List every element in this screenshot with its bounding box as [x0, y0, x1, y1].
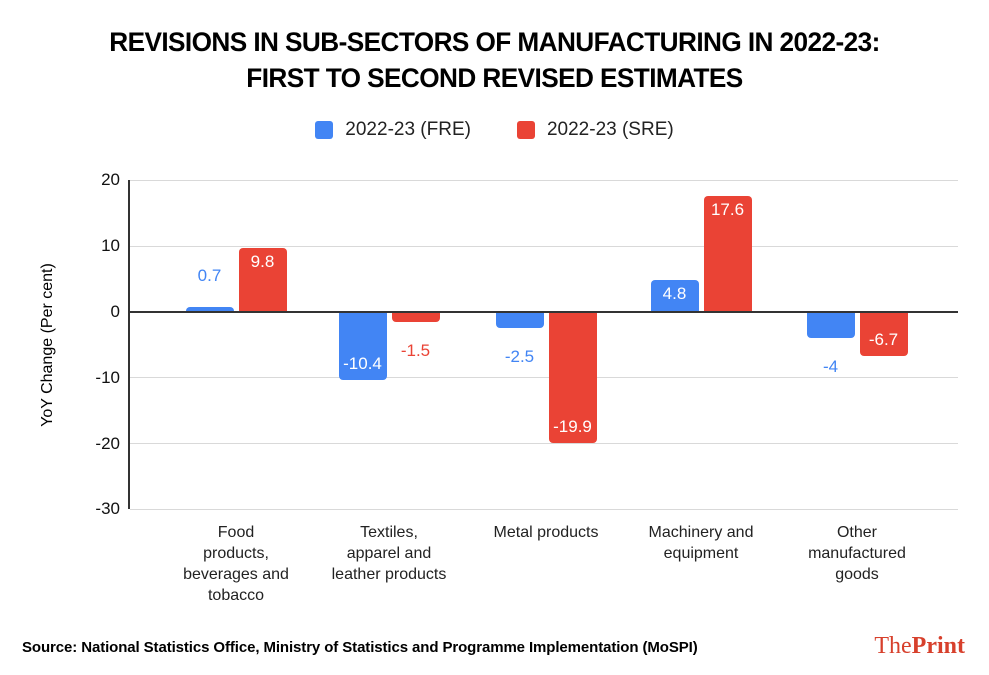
- gridline-20: [130, 179, 958, 181]
- zero-baseline: [130, 311, 958, 313]
- bar-fre-cat2: [495, 312, 544, 329]
- bar-label-sre-cat2: -19.9: [553, 416, 592, 436]
- gridline--20: [130, 443, 958, 445]
- x-axis-label-cat0: Food products, beverages and tobacco: [183, 524, 289, 605]
- bar-label-sre-cat0: 9.8: [250, 251, 275, 271]
- bar-label-fre-cat3: 4.8: [662, 284, 687, 304]
- legend-label-fre: 2022-23 (FRE): [345, 119, 471, 140]
- bar-fre-cat1: [338, 312, 387, 381]
- gridline--10: [130, 377, 958, 379]
- bar-sre-cat2: [548, 312, 597, 443]
- y-axis-tick--30: -30: [95, 499, 120, 519]
- bar-label-sre-cat4: -6.7: [868, 330, 899, 350]
- theprint-logo-print: Print: [911, 633, 965, 659]
- legend-swatch-fre: [315, 121, 334, 139]
- y-axis-tick--10: -10: [95, 367, 120, 387]
- y-axis-tick-10: 10: [101, 236, 120, 256]
- legend-swatch-sre: [516, 121, 535, 139]
- bar-label-sre-cat3: 17.6: [710, 200, 745, 220]
- chart-title-line1: REVISIONS IN SUB-SECTORS OF MANUFACTURIN…: [109, 27, 880, 57]
- x-axis-label-cat2: Metal products: [493, 524, 599, 542]
- bar-sre-cat3: [703, 196, 752, 312]
- y-axis-line: [128, 180, 130, 510]
- bar-label-fre-cat0: 0.7: [197, 266, 222, 286]
- source-note: Source: National Statistics Office, Mini…: [22, 639, 698, 656]
- bar-fre-cat3: [650, 280, 699, 312]
- y-axis-tick-0: 0: [110, 302, 120, 321]
- chart-title-line2: FIRST TO SECOND REVISED ESTIMATES: [246, 63, 743, 93]
- bar-label-fre-cat2: -2.5: [504, 347, 535, 367]
- legend-item-fre: 2022-23 (FRE): [315, 119, 471, 141]
- theprint-logo: ThePrint: [874, 633, 965, 660]
- theprint-logo-the: The: [874, 633, 912, 659]
- bar-sre-cat0: [238, 247, 287, 312]
- y-axis-tick-20: 20: [101, 170, 120, 190]
- legend-label-sre: 2022-23 (SRE): [546, 119, 674, 140]
- gridline--30: [130, 508, 958, 510]
- x-axis-label-cat3: Machinery and equipment: [648, 524, 754, 563]
- gridline-10: [130, 245, 958, 247]
- footer: Source: National Statistics Office, Mini…: [0, 633, 989, 665]
- x-axis-label-cat1: Textiles, apparel and leather products: [331, 524, 447, 584]
- bar-sre-cat4: [859, 312, 908, 357]
- bar-label-fre-cat4: -4: [822, 357, 839, 377]
- bar-fre-cat4: [806, 312, 855, 339]
- chart-title: REVISIONS IN SUB-SECTORS OF MANUFACTURIN…: [0, 24, 989, 96]
- bar-label-sre-cat1: -1.5: [400, 340, 431, 360]
- x-axis-label-cat4: Other manufactured goods: [808, 524, 906, 584]
- bar-label-fre-cat1: -10.4: [343, 354, 382, 374]
- bar-sre-cat1: [391, 312, 440, 322]
- legend: 2022-23 (FRE) 2022-23 (SRE): [0, 119, 989, 141]
- y-axis-tick--20: -20: [95, 433, 120, 453]
- legend-item-sre: 2022-23 (SRE): [516, 119, 674, 141]
- bar-fre-cat0: [185, 307, 234, 312]
